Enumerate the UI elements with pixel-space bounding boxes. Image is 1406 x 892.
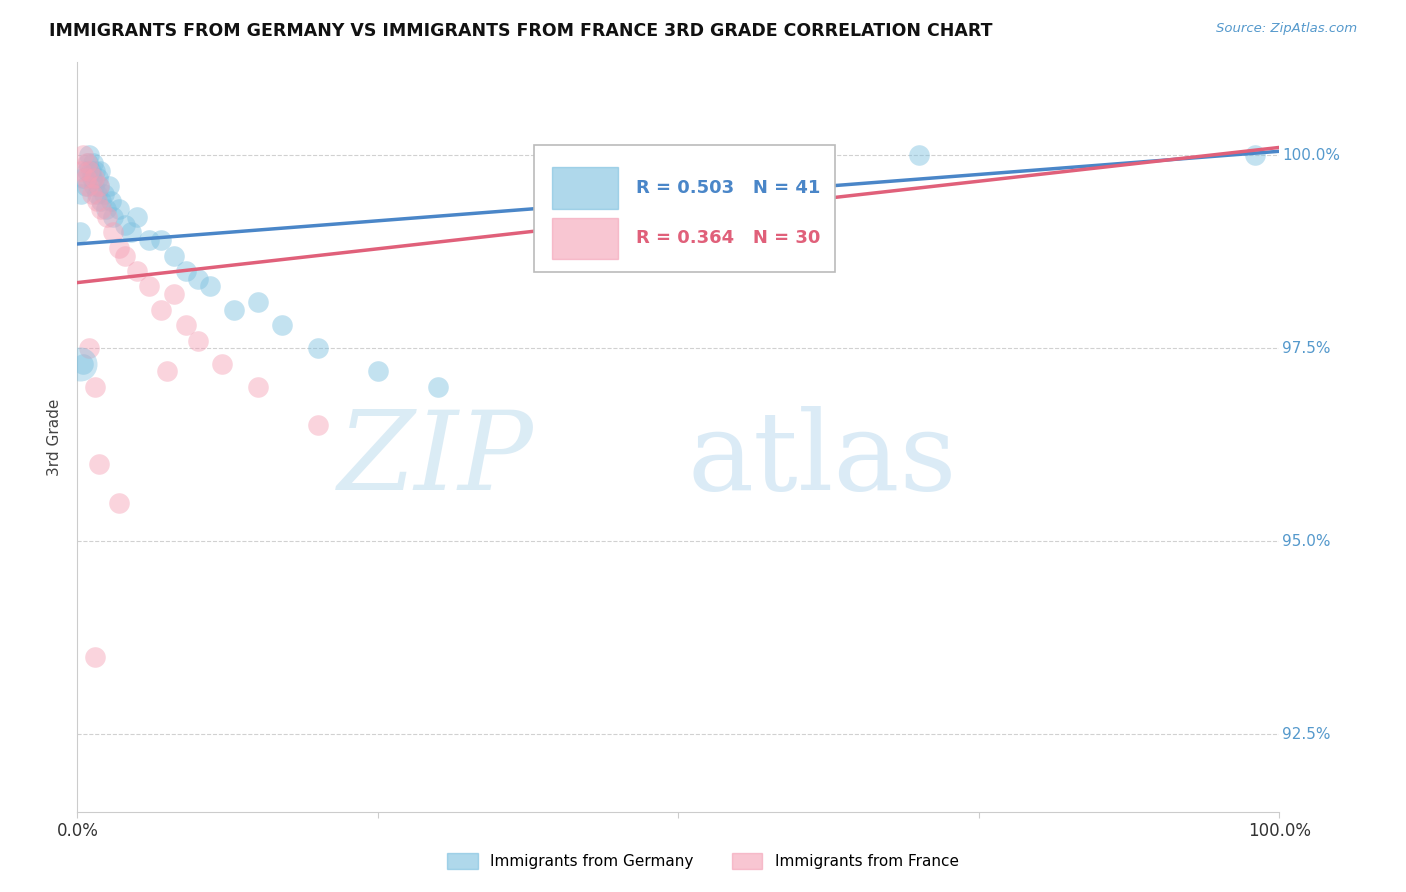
Point — [246, 380, 269, 394]
Point — [908, 148, 931, 162]
Point — [150, 302, 173, 317]
Point — [87, 457, 110, 471]
Point — [1244, 148, 1267, 162]
Point — [82, 156, 104, 170]
Point — [100, 194, 122, 209]
Point — [79, 163, 101, 178]
Point — [162, 287, 184, 301]
Point — [72, 148, 94, 162]
Point — [127, 264, 149, 278]
Point — [86, 194, 108, 209]
Point — [75, 179, 97, 194]
Point — [97, 179, 120, 194]
Point — [198, 279, 221, 293]
Point — [87, 171, 110, 186]
Text: ZIP: ZIP — [339, 406, 534, 513]
Point — [80, 171, 103, 186]
Point — [79, 148, 101, 162]
Point — [270, 318, 292, 332]
Point — [114, 248, 136, 262]
Point — [96, 202, 118, 217]
Point — [83, 179, 105, 194]
Point — [72, 357, 94, 371]
Text: IMMIGRANTS FROM GERMANY VS IMMIGRANTS FROM FRANCE 3RD GRADE CORRELATION CHART: IMMIGRANTS FROM GERMANY VS IMMIGRANTS FR… — [49, 22, 993, 40]
Point — [69, 226, 91, 240]
Point — [70, 163, 93, 178]
Point — [90, 194, 112, 209]
Point — [114, 218, 136, 232]
Point — [80, 186, 103, 201]
Point — [79, 163, 101, 178]
Point — [162, 248, 184, 262]
Point — [246, 294, 269, 309]
Point — [138, 233, 160, 247]
Point — [186, 271, 209, 285]
Point — [127, 210, 149, 224]
Point — [103, 210, 125, 224]
Y-axis label: 3rd Grade: 3rd Grade — [46, 399, 62, 475]
Legend: Immigrants from Germany, Immigrants from France: Immigrants from Germany, Immigrants from… — [441, 847, 965, 875]
FancyBboxPatch shape — [553, 218, 619, 259]
Point — [307, 418, 329, 433]
Point — [307, 341, 329, 355]
Point — [93, 186, 115, 201]
FancyBboxPatch shape — [553, 168, 619, 209]
Text: 92.5%: 92.5% — [1282, 727, 1330, 742]
Point — [156, 364, 179, 378]
Point — [72, 171, 94, 186]
Point — [69, 357, 91, 371]
Point — [86, 186, 108, 201]
Point — [108, 496, 131, 510]
Point — [150, 233, 173, 247]
Point — [70, 186, 93, 201]
Point — [174, 264, 197, 278]
FancyBboxPatch shape — [534, 145, 835, 272]
Point — [120, 226, 142, 240]
Point — [84, 650, 107, 665]
Text: 95.0%: 95.0% — [1282, 533, 1330, 549]
Point — [76, 156, 98, 170]
Point — [77, 179, 100, 194]
Point — [84, 163, 107, 178]
Point — [87, 179, 110, 194]
Point — [211, 357, 233, 371]
Point — [87, 179, 110, 194]
Text: R = 0.503   N = 41: R = 0.503 N = 41 — [637, 178, 821, 196]
Point — [174, 318, 197, 332]
Point — [103, 226, 125, 240]
Point — [138, 279, 160, 293]
Point — [89, 163, 111, 178]
Point — [96, 210, 118, 224]
Text: atlas: atlas — [688, 406, 957, 513]
Point — [83, 171, 105, 186]
Point — [108, 202, 131, 217]
Point — [108, 241, 131, 255]
Point — [367, 364, 389, 378]
Text: R = 0.364   N = 30: R = 0.364 N = 30 — [637, 228, 821, 247]
Point — [79, 341, 101, 355]
Point — [76, 163, 98, 178]
Point — [222, 302, 245, 317]
Point — [77, 156, 100, 170]
Point — [75, 171, 97, 186]
Point — [186, 334, 209, 348]
Point — [84, 380, 107, 394]
Text: 100.0%: 100.0% — [1282, 148, 1340, 162]
Point — [90, 202, 112, 217]
Text: Source: ZipAtlas.com: Source: ZipAtlas.com — [1216, 22, 1357, 36]
Point — [427, 380, 450, 394]
Text: 97.5%: 97.5% — [1282, 341, 1330, 356]
